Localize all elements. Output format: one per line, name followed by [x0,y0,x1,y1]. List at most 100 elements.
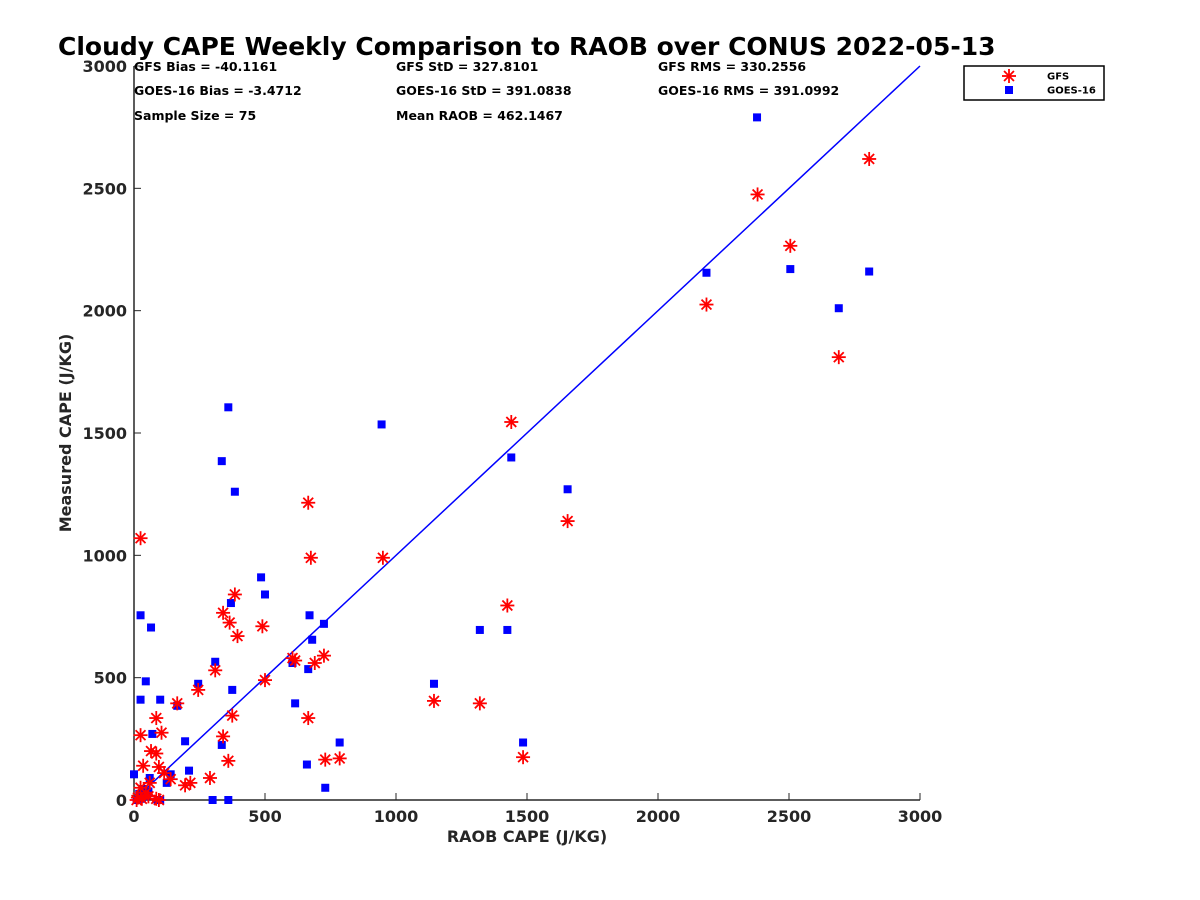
y-tick-label: 1000 [82,546,127,565]
goes-16-point [308,635,317,644]
gfs-point [183,775,198,790]
gfs-point [332,751,347,766]
x-tick-label: 500 [248,807,281,826]
gfs-point [258,673,272,688]
gfs-point [426,693,441,708]
chart-title: Cloudy CAPE Weekly Comparison to RAOB ov… [58,32,996,61]
legend: GFS GOES-16 [963,65,1105,101]
stats-annotations: GFS Bias = -40.1161 GFS StD = 327.8101 GFS… [134,59,839,123]
goes-16-point [136,695,145,704]
gfs-point [500,598,515,613]
goes-16-point [136,611,145,620]
goes-16-point [834,304,843,313]
x-tick-label: 1000 [374,807,419,826]
gfs-point [699,297,714,312]
y-tick-label: 2000 [82,302,127,321]
stat-text: Mean RAOB = 462.1467 [396,108,563,123]
gfs-point [375,550,390,565]
goes-16-point [224,403,233,412]
goes-16-point [228,685,237,694]
gfs-point [191,682,206,697]
gfs-point [151,793,166,807]
gfs-point [303,550,318,565]
goes-16-point [224,796,233,804]
gfs-point [208,663,223,678]
goes-16-point [211,657,220,666]
goes-16-point [302,760,311,769]
gfs-point [149,711,164,726]
gfs-point [216,605,231,620]
goes-16-point [319,619,328,628]
goes-16-point [156,695,165,704]
gfs-point [225,708,240,723]
goes-16-point [130,770,138,779]
legend-marker-goes-16 [1005,86,1013,94]
stat-text: GFS RMS = 330.2556 [658,59,806,74]
x-tick-label: 2500 [767,807,812,826]
goes-16-point [305,611,314,620]
gfs-point [149,746,164,761]
goes-16-point [519,738,528,747]
gfs-point [163,772,178,787]
gfs-point [255,619,270,634]
goes-16-point [257,573,266,582]
gfs-point [301,711,316,726]
y-tick-label: 500 [94,669,127,688]
gfs-point [136,758,151,773]
goes-16-point [181,737,190,746]
legend-label: GFS [1047,72,1069,83]
gfs-point [516,750,531,765]
y-tick-label: 1500 [82,424,127,443]
one-to-one-line [133,65,921,801]
gfs-point [133,531,148,546]
goes-16-point [429,679,438,688]
legend-marker-gfs [1002,69,1016,83]
stat-text: GFS Bias = -40.1161 [134,59,277,74]
gfs-point [750,187,765,202]
goes-16-point [475,625,484,634]
gfs-point [227,587,242,602]
goes-16-point [230,487,239,496]
x-tick-label: 3000 [898,807,943,826]
y-axis-label: Measured CAPE (J/KG) [56,334,75,533]
goes-16-point [141,677,150,686]
stat-text: GOES-16 RMS = 391.0992 [658,83,839,98]
goes-16-point [208,796,217,804]
goes-16-point [217,740,226,749]
goes-16-point [786,265,795,274]
gfs-point [560,514,575,529]
goes-16-point [291,699,300,708]
gfs-point [222,615,237,630]
x-tick-label: 0 [128,807,139,826]
goes-16-point [563,485,572,494]
y-tick-label: 3000 [82,57,127,76]
gfs-point [472,696,487,711]
y-tick-label: 0 [116,791,127,810]
goes-16-point [135,789,144,798]
goes-16-point [261,590,269,599]
axes: 0 500 1000 1500 2000 2500 3000 0 500 1000 1500 2000… [82,57,942,826]
stat-text: GOES-16 Bias = -3.4712 [134,83,302,98]
y-tick-label: 2500 [82,179,127,198]
gfs-point [316,648,331,663]
gfs-point [783,238,798,253]
goes-16-point [865,267,874,276]
x-tick-label: 1500 [505,807,550,826]
goes-16-point [503,625,512,634]
gfs-point [288,653,303,668]
x-axis-label: RAOB CAPE (J/KG) [447,827,607,846]
gfs-point [170,696,185,711]
gfs-point [216,729,231,744]
gfs-point [831,350,846,365]
stat-text: GFS StD = 327.8101 [396,59,538,74]
goes-16-point [377,420,386,429]
legend-label: GOES-16 [1047,86,1096,97]
gfs-point [134,791,149,806]
stat-text: Sample Size = 75 [134,108,256,123]
goes-16-point [321,783,330,792]
gfs-point [318,752,333,767]
stat-text: GOES-16 StD = 391.0838 [396,83,572,98]
x-tick-label: 2000 [636,807,681,826]
goes-16-point [335,738,344,747]
legend-box [963,65,1105,101]
